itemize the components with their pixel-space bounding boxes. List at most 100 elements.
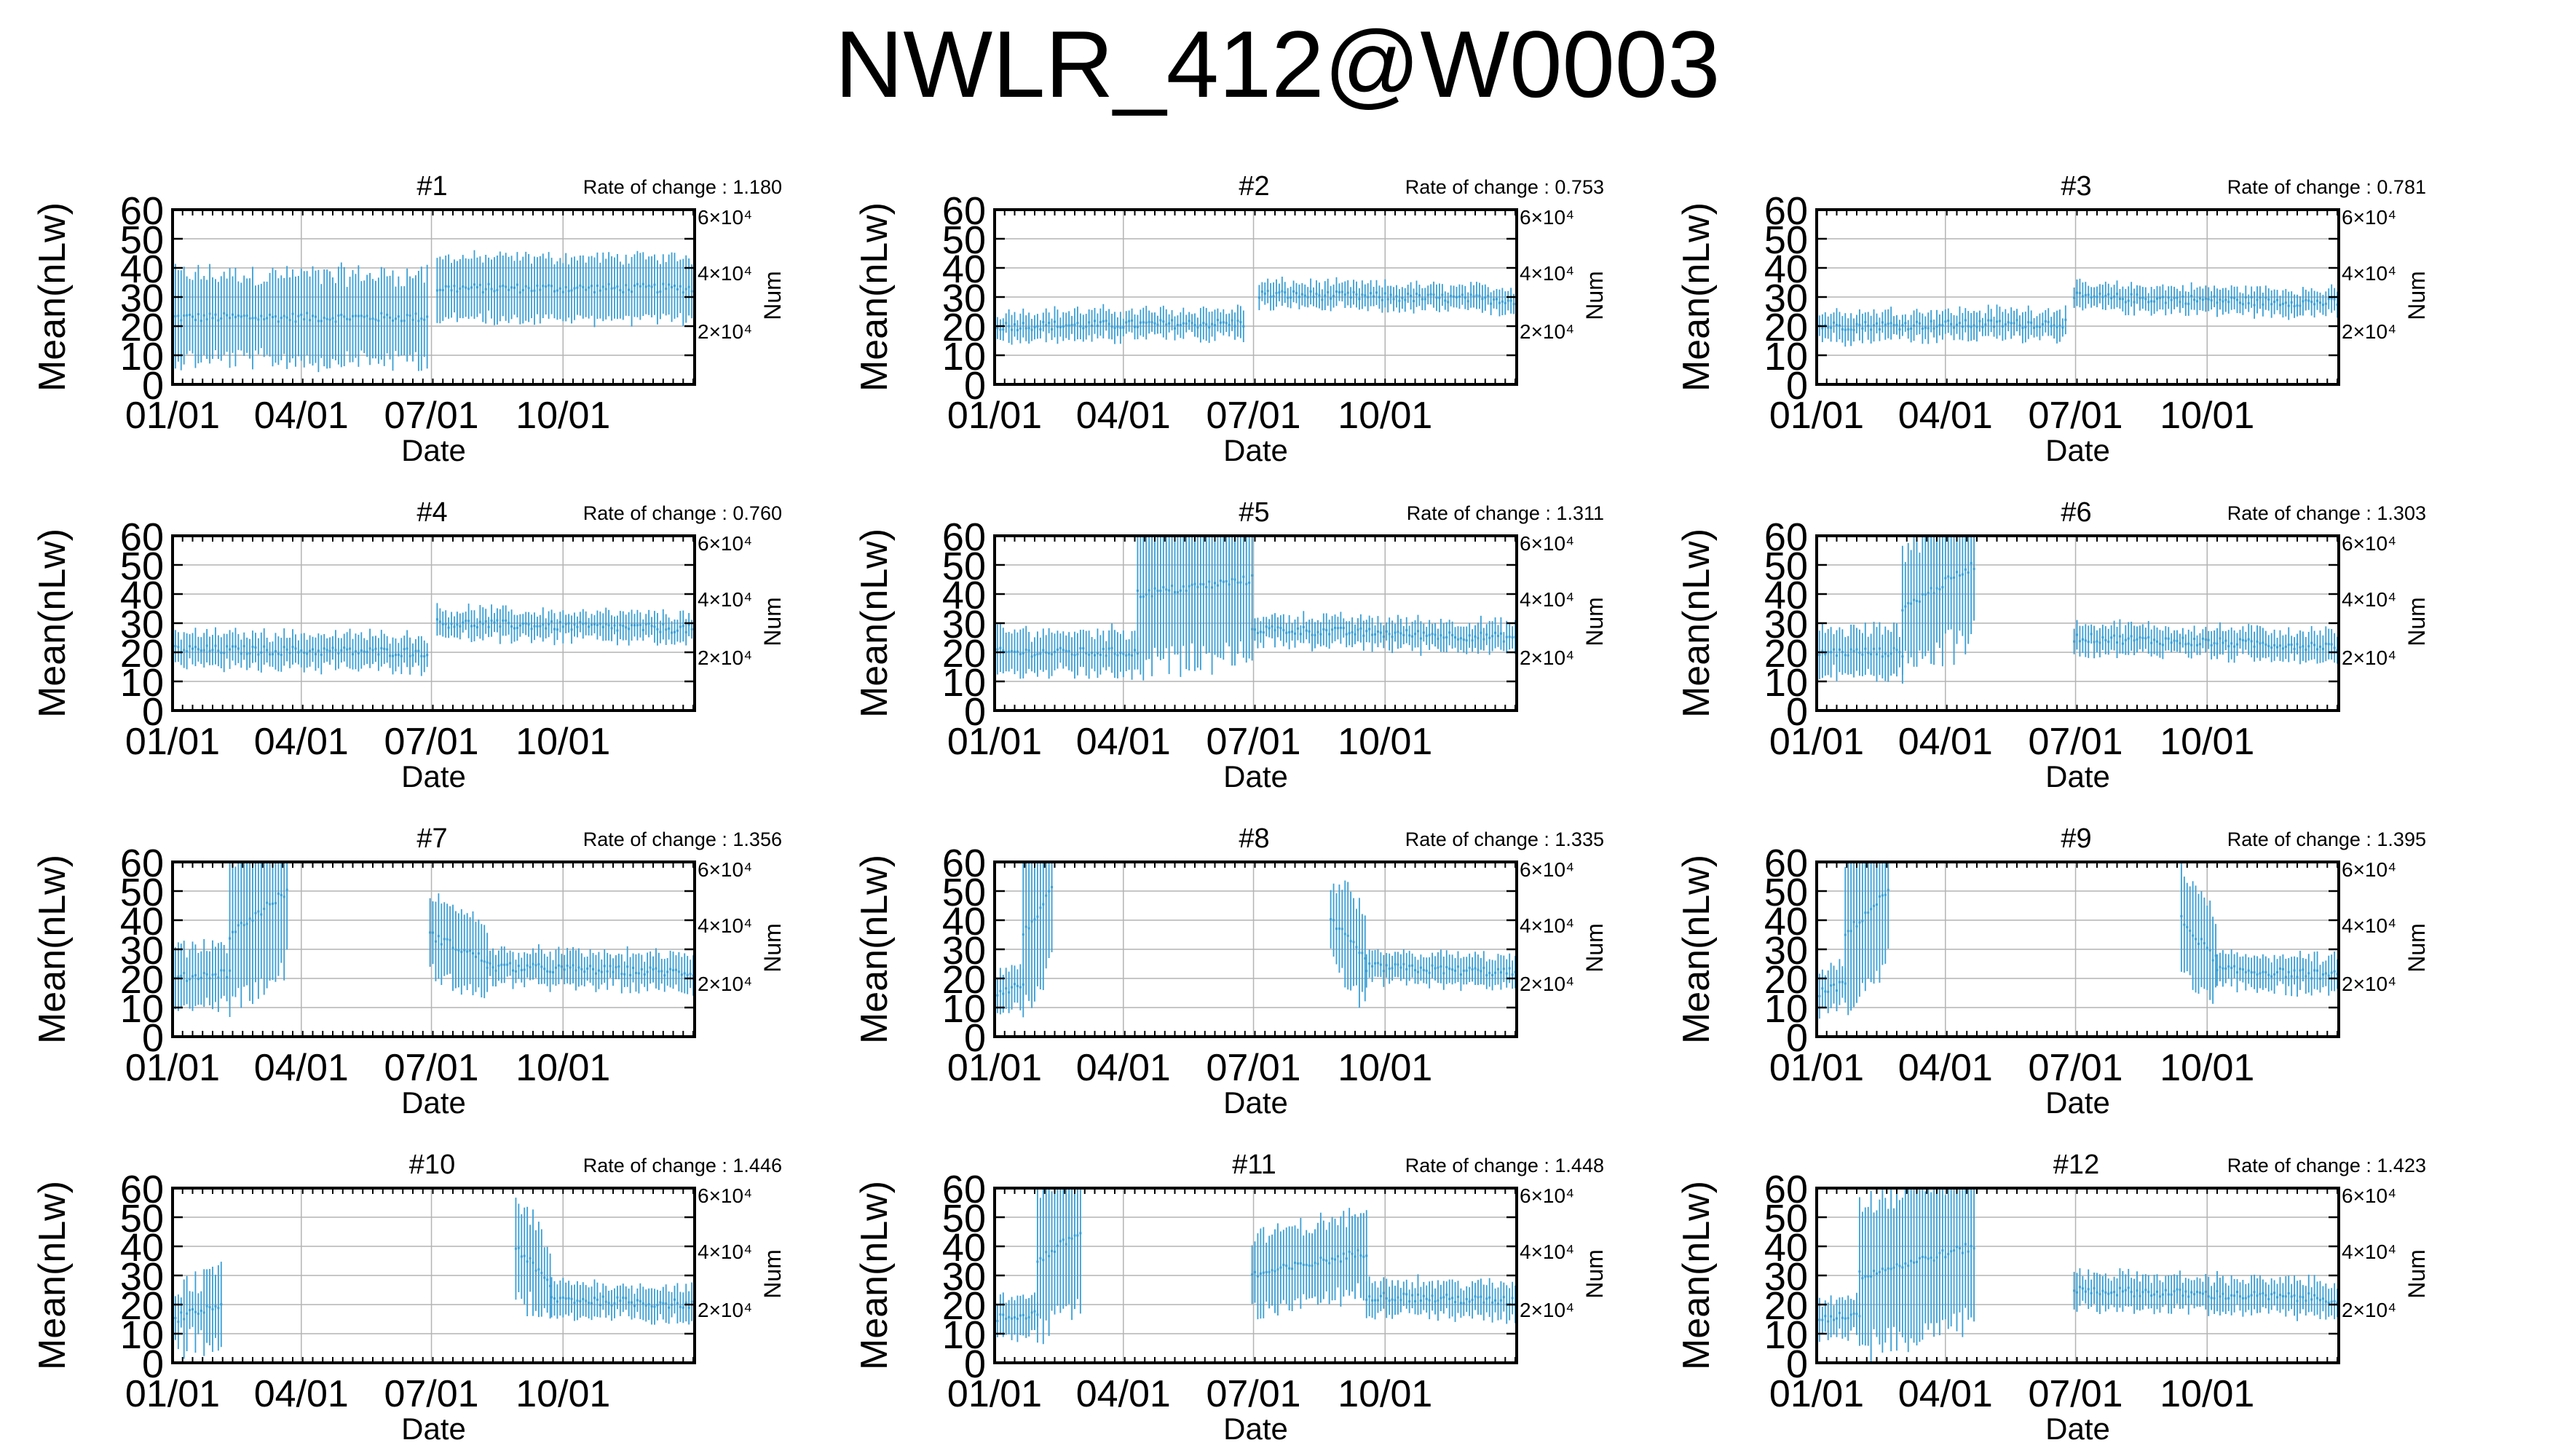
data-point	[374, 318, 377, 321]
data-point	[325, 317, 328, 320]
data-point	[2158, 642, 2161, 645]
data-point	[1422, 1294, 1425, 1297]
data-point	[543, 968, 546, 970]
data-point	[1932, 592, 1935, 595]
data-point	[513, 286, 516, 289]
data-point	[505, 619, 508, 622]
data-point	[1233, 325, 1236, 328]
y-tick-label: 10	[120, 661, 164, 705]
data-point	[1849, 648, 1852, 651]
data-point	[2210, 299, 2213, 302]
data-point	[1870, 908, 1873, 911]
series-marks	[1815, 536, 2339, 684]
data-point	[2058, 324, 2061, 327]
data-point	[470, 625, 473, 628]
data-point	[636, 282, 639, 285]
y2-tick-label: 6×10⁴	[2342, 206, 2396, 229]
data-point	[1838, 324, 1841, 327]
data-point	[1895, 649, 1898, 652]
data-point	[1054, 320, 1057, 323]
data-point	[2293, 647, 2296, 650]
data-point	[234, 645, 237, 648]
data-point	[1346, 934, 1349, 937]
data-point	[1016, 1318, 1019, 1321]
data-point	[234, 930, 237, 933]
data-point	[593, 290, 596, 293]
data-point	[1381, 298, 1383, 301]
data-point	[2324, 302, 2327, 305]
y2-axis-label: Num	[2404, 597, 2430, 646]
data-point	[2318, 645, 2321, 648]
data-point	[579, 620, 582, 623]
data-point	[478, 620, 481, 623]
data-point	[194, 1310, 197, 1313]
data-point	[1821, 987, 1824, 990]
data-point	[487, 282, 490, 285]
data-point	[1358, 298, 1361, 301]
data-point	[2033, 326, 2036, 329]
data-point	[996, 1320, 999, 1323]
data-point	[1844, 654, 1847, 657]
data-point	[1944, 577, 1947, 579]
y-tick-label: 10	[1764, 661, 1808, 705]
data-point	[1388, 1299, 1391, 1302]
data-point	[234, 316, 237, 319]
data-point	[1889, 322, 1892, 325]
data-point	[2084, 293, 2087, 296]
data-point	[1432, 293, 1435, 296]
data-point	[208, 977, 211, 980]
data-point	[1339, 626, 1342, 629]
data-point	[1434, 633, 1437, 636]
data-point	[411, 318, 414, 321]
data-point	[1927, 1257, 1930, 1260]
data-point	[2224, 967, 2227, 970]
data-point	[2170, 641, 2173, 644]
data-point	[349, 647, 352, 650]
y2-tick-label: 4×10⁴	[698, 914, 752, 937]
data-point	[450, 289, 453, 292]
data-point	[1276, 626, 1279, 629]
data-point	[1346, 291, 1349, 294]
data-point	[2273, 973, 2276, 976]
data-point	[1002, 649, 1005, 652]
data-point	[1394, 631, 1397, 634]
y-tick-label: 10	[1764, 987, 1808, 1031]
data-point	[601, 625, 604, 628]
data-point	[232, 313, 234, 316]
data-point	[1134, 649, 1137, 652]
series-marks	[171, 862, 695, 1018]
data-point	[1451, 1297, 1454, 1299]
data-point	[1168, 589, 1171, 592]
y-tick-label: 0	[142, 690, 164, 734]
data-point	[540, 1272, 543, 1275]
data-point	[1222, 580, 1225, 583]
data-point	[2290, 975, 2293, 978]
data-point	[1314, 633, 1316, 636]
data-point	[1440, 634, 1442, 637]
data-point	[677, 970, 680, 973]
data-point	[1844, 1317, 1847, 1320]
data-point	[277, 893, 280, 895]
data-point	[447, 626, 450, 629]
data-point	[1282, 629, 1285, 632]
data-point	[245, 652, 248, 655]
data-point	[1448, 1297, 1451, 1300]
data-point	[999, 1313, 1002, 1316]
data-point	[2181, 1294, 2184, 1297]
data-point	[202, 314, 205, 317]
data-point	[603, 965, 606, 968]
data-point	[1330, 918, 1332, 921]
y-tick-label: 10	[1764, 335, 1808, 379]
y-axis-label: Mean(nLw)	[1675, 202, 1718, 392]
data-point	[1202, 583, 1205, 586]
y-tick-label: 0	[142, 1016, 164, 1060]
data-point	[1419, 1299, 1422, 1302]
data-point	[2205, 946, 2208, 949]
data-point	[189, 645, 191, 648]
y-axis-label: Mean(nLw)	[853, 855, 896, 1044]
data-point	[628, 288, 631, 291]
data-point	[1462, 969, 1465, 972]
data-point	[641, 628, 644, 631]
data-point	[248, 917, 251, 920]
